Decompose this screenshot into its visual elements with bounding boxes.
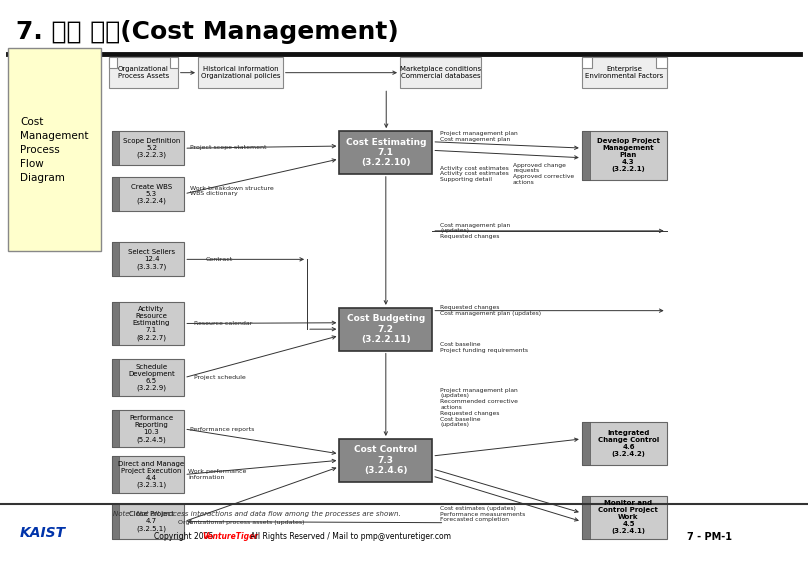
Polygon shape [112,359,119,396]
Text: Requested changes
Cost management plan (updates): Requested changes Cost management plan (… [440,306,541,316]
Text: Activity
Resource
Estimating
7.1
(8.2.2.7): Activity Resource Estimating 7.1 (8.2.2.… [133,306,170,341]
Polygon shape [112,177,184,211]
Polygon shape [109,57,117,68]
Polygon shape [582,131,590,180]
Polygon shape [170,57,178,68]
Text: Cost management plan
(updates)
Requested changes: Cost management plan (updates) Requested… [440,222,511,239]
Polygon shape [582,422,667,465]
Polygon shape [112,504,184,539]
Text: Marketplace conditions
Commercial databases: Marketplace conditions Commercial databa… [400,66,481,79]
Text: Project management plan
(updates)
Recommended corrective
actions
Requested chang: Project management plan (updates) Recomm… [440,388,518,428]
Text: Performance
Reporting
10.3
(5.2.4.5): Performance Reporting 10.3 (5.2.4.5) [129,415,174,443]
Text: Cost Estimating
7.1
(3.2.2.10): Cost Estimating 7.1 (3.2.2.10) [346,137,426,168]
Text: Integrated
Change Control
4.6
(3.2.4.2): Integrated Change Control 4.6 (3.2.4.2) [598,430,659,457]
Text: Close Project
4.7
(3.2.5.1): Close Project 4.7 (3.2.5.1) [129,511,174,532]
Text: 7 - PM-1: 7 - PM-1 [687,532,732,542]
Text: Activity cost estimates
Activity cost estimates
Supporting detail: Activity cost estimates Activity cost es… [440,165,509,182]
Text: Direct and Manage
Project Execution
4.4
(3.2.3.1): Direct and Manage Project Execution 4.4 … [119,461,184,488]
Polygon shape [339,131,432,174]
Text: Organizational process assets (updates): Organizational process assets (updates) [178,520,305,525]
Text: Cost Control
7.3
(3.2.4.6): Cost Control 7.3 (3.2.4.6) [355,445,417,475]
Text: Historical information
Organizational policies: Historical information Organizational po… [200,66,280,79]
Text: VentureTiger: VentureTiger [203,532,259,541]
Polygon shape [582,57,667,88]
Text: Approved change
requests
Approved corrective
actions: Approved change requests Approved correc… [513,162,574,185]
Polygon shape [112,410,184,447]
Polygon shape [656,57,667,68]
Polygon shape [339,308,432,351]
Polygon shape [582,57,592,68]
Text: Note:  Not all process interactions and data flow among the processes are shown.: Note: Not all process interactions and d… [113,511,401,517]
Text: Work performance
information: Work performance information [188,470,246,480]
Text: Work breakdown structure
WBS dictionary: Work breakdown structure WBS dictionary [190,186,274,196]
Text: Enterprise
Environmental Factors: Enterprise Environmental Factors [585,66,663,79]
Text: Resource calendar: Resource calendar [194,321,252,326]
Text: Contract: Contract [206,257,234,262]
Polygon shape [112,131,119,165]
Polygon shape [112,456,119,493]
Text: Project schedule: Project schedule [194,376,246,380]
Polygon shape [582,422,590,465]
Polygon shape [198,57,283,88]
Text: Schedule
Development
6.5
(3.2.2.9): Schedule Development 6.5 (3.2.2.9) [128,364,175,392]
Polygon shape [112,131,184,165]
Polygon shape [582,496,590,539]
Polygon shape [400,57,481,88]
Polygon shape [582,496,667,539]
Polygon shape [112,359,184,396]
Polygon shape [339,439,432,482]
Polygon shape [112,410,119,447]
Text: Performance reports: Performance reports [190,427,255,431]
Text: Monitor and
Control Project
Work
4.5
(3.2.4.1): Monitor and Control Project Work 4.5 (3.… [599,500,659,534]
Text: 7. 원가 관리(Cost Management): 7. 원가 관리(Cost Management) [16,20,399,44]
Text: Cost
Management
Process
Flow
Diagram: Cost Management Process Flow Diagram [20,117,89,182]
Polygon shape [112,242,119,276]
Polygon shape [112,242,184,276]
Polygon shape [112,456,184,493]
Polygon shape [582,131,667,180]
Text: KAIST: KAIST [20,526,66,540]
Polygon shape [112,177,119,211]
Text: Develop Project
Management
Plan
4.3
(3.2.2.1): Develop Project Management Plan 4.3 (3.2… [597,139,660,172]
Polygon shape [109,57,178,88]
Text: Project scope statement: Project scope statement [190,145,267,149]
Text: Project management plan
Cost management plan: Project management plan Cost management … [440,132,518,142]
Text: Organizational
Process Assets: Organizational Process Assets [118,66,169,79]
Text: Copyright 2005: Copyright 2005 [154,532,215,541]
Text: All Rights Reserved / Mail to pmp@venturetiger.com: All Rights Reserved / Mail to pmp@ventur… [247,532,451,541]
Text: Cost Budgeting
7.2
(3.2.2.11): Cost Budgeting 7.2 (3.2.2.11) [347,314,425,344]
Text: Scope Definition
5.2
(3.2.2.3): Scope Definition 5.2 (3.2.2.3) [123,138,180,158]
Text: Cost estimates (updates)
Performance measurements
Forecasted completion: Cost estimates (updates) Performance mea… [440,506,526,523]
Polygon shape [8,48,101,251]
Polygon shape [112,302,184,345]
Text: Select Sellers
12.4
(3.3.3.7): Select Sellers 12.4 (3.3.3.7) [128,249,175,270]
Text: Cost baseline
Project funding requirements: Cost baseline Project funding requiremen… [440,343,528,353]
Polygon shape [112,504,119,539]
Polygon shape [112,302,119,345]
Text: Create WBS
5.3
(3.2.2.4): Create WBS 5.3 (3.2.2.4) [131,184,172,204]
